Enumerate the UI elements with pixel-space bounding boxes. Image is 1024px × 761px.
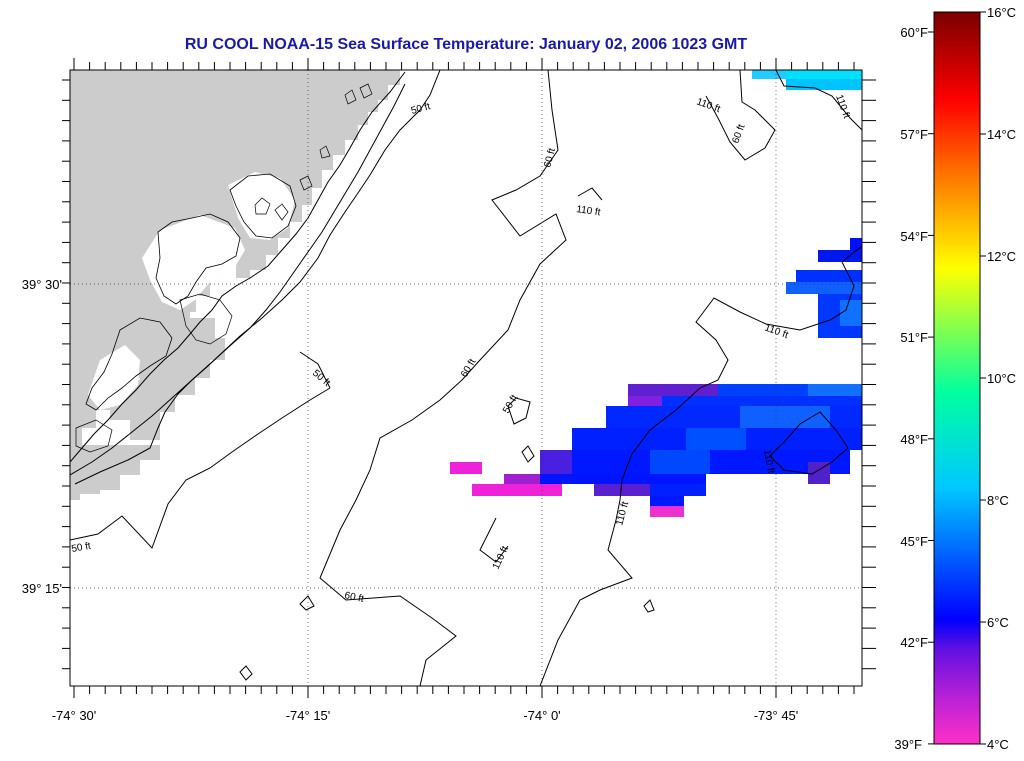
colorbar-ticks <box>928 11 986 745</box>
bay-water-3 <box>88 345 140 410</box>
map-border <box>69 69 863 687</box>
colorbar-f-label: 42°F <box>900 635 928 650</box>
contour-60ft <box>319 70 567 686</box>
colorbar <box>933 11 981 745</box>
contour-label: 110 ft <box>576 204 602 218</box>
contour-label: 60 ft <box>542 147 558 169</box>
contour-marker-4 <box>521 445 535 463</box>
contour-110ft-south <box>479 517 509 563</box>
x-tick-label: -74° 30' <box>52 708 97 723</box>
graticule <box>70 70 862 686</box>
lower-shore-2 <box>75 293 233 453</box>
colorbar-celsius-labels: 16°C 14°C 12°C 10°C 8°C 6°C 4°C <box>987 5 1016 752</box>
coastline <box>70 71 406 463</box>
colorbar-f-label: 39°F <box>894 737 922 752</box>
contour-60ft-ne <box>705 70 776 161</box>
contour-50ft-outer <box>70 387 331 549</box>
x-tick-label: -74° 15' <box>286 708 331 723</box>
colorbar-c-label: 12°C <box>987 249 1016 264</box>
y-tick-label: 39° 30' <box>22 277 62 292</box>
colorbar-c-label: 16°C <box>987 5 1016 20</box>
land-peninsula <box>110 300 225 440</box>
colorbar-c-label: 8°C <box>987 493 1009 508</box>
x-tick-label: -74° 0' <box>523 708 560 723</box>
contour-label: 60 ft <box>343 590 365 605</box>
contour-110ft-east <box>539 245 862 686</box>
contour-110ft-small <box>577 187 603 201</box>
colorbar-f-label: 48°F <box>900 432 928 447</box>
contour-label: 50 ft <box>71 541 92 555</box>
colorbar-f-label: 51°F <box>900 330 928 345</box>
sst-pixels <box>450 70 862 517</box>
x-tick-label: -73° 45' <box>754 708 799 723</box>
contour-50ft-small <box>299 351 331 389</box>
contour-50ft <box>74 70 441 485</box>
colorbar-f-label: 45°F <box>900 534 928 549</box>
inner-shore-2 <box>229 173 297 239</box>
map-title: RU COOL NOAA-15 Sea Surface Temperature:… <box>184 36 748 53</box>
contour-marker-2 <box>239 665 253 681</box>
y-tick-label: 39° 15' <box>22 581 62 596</box>
bay-water <box>142 215 245 310</box>
axis-labels: -74° 30' -74° 15' -74° 0' -73° 45' 39° 3… <box>22 277 798 723</box>
contour-60ft-small <box>507 397 531 425</box>
contour-110ft-inner <box>769 411 849 475</box>
inner-shore <box>155 213 241 305</box>
colorbar-fahrenheit-labels: 60°F 57°F 54°F 51°F 48°F 45°F 42°F 39°F <box>894 25 928 752</box>
colorbar-f-label: 54°F <box>900 229 928 244</box>
colorbar-c-label: 4°C <box>987 737 1009 752</box>
colorbar-c-label: 6°C <box>987 615 1009 630</box>
depth-contours <box>70 70 862 686</box>
contour-marker-3 <box>643 599 655 613</box>
contour-label: 50 ft <box>410 101 432 117</box>
lower-shore <box>85 317 173 411</box>
colorbar-f-label: 60°F <box>900 25 928 40</box>
axis-ticks <box>62 58 876 698</box>
colorbar-f-label: 57°F <box>900 127 928 142</box>
colorbar-c-label: 10°C <box>987 371 1016 386</box>
land-mass-south <box>70 445 160 500</box>
marsh-islands <box>254 83 373 221</box>
contour-label: 110 ft <box>761 449 776 475</box>
colorbar-c-label: 14°C <box>987 127 1016 142</box>
contour-marker-1 <box>299 595 315 611</box>
contour-110ft-ne <box>775 70 862 131</box>
barrier-island <box>70 83 406 476</box>
